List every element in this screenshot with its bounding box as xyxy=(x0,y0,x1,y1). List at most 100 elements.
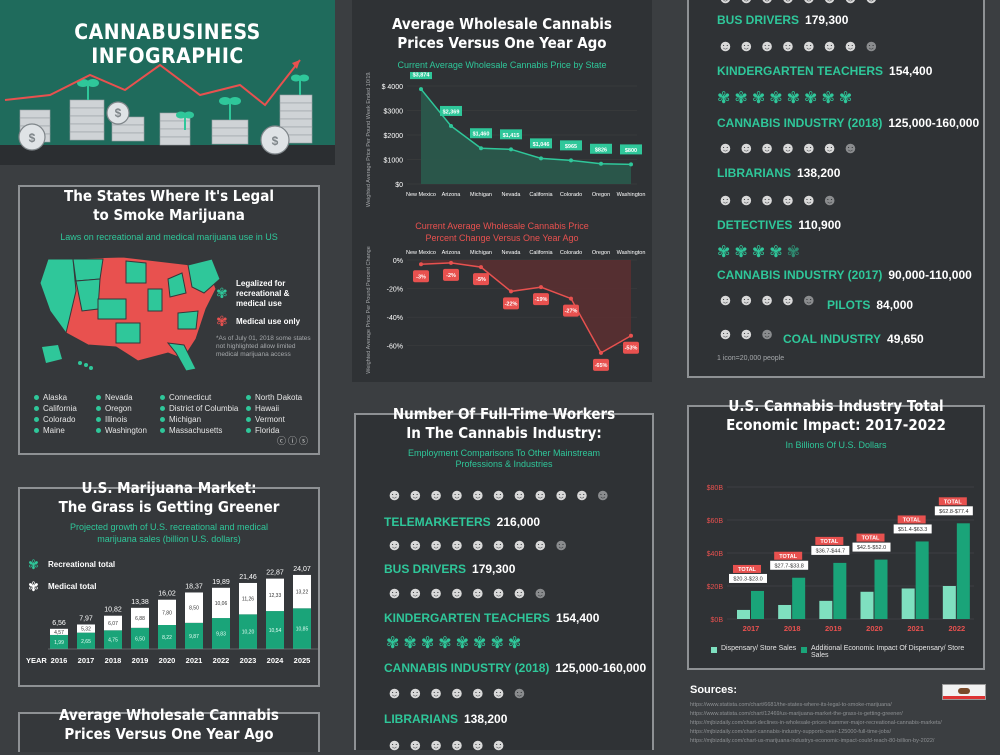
total-badge xyxy=(774,551,803,560)
source-line-3[interactable]: https://mjbizdaily.com/chart-declines-in… xyxy=(690,720,942,726)
pct-label: -53% xyxy=(625,346,638,352)
occ-kindergarten: KINDERGARTEN TEACHERS 154,400 xyxy=(384,611,600,625)
wholesale-chart2-title-2: Percent Change Versus One Year Ago xyxy=(425,233,579,243)
bar-label: 2,65 xyxy=(81,639,91,645)
range-box xyxy=(934,506,973,516)
total-label: 22,87 xyxy=(266,570,284,577)
bottom-left-title-1: Average Wholesale Cannabis xyxy=(59,706,279,724)
state-item: District of Columbia xyxy=(160,403,238,414)
market-title-1: U.S. Marijuana Market: xyxy=(81,479,257,497)
state-item: North Dakota xyxy=(246,392,302,403)
bar-label: 5,32 xyxy=(81,627,91,633)
svg-text:$: $ xyxy=(115,106,122,120)
bar-medical xyxy=(266,611,284,649)
bar-medical xyxy=(293,608,311,649)
x-tick: Oregon xyxy=(592,250,610,256)
x-tick: Arizona xyxy=(442,250,462,256)
librarians-icons: ☻☻☻☻☻☻☻ xyxy=(386,685,532,702)
bar-recreational xyxy=(239,582,257,615)
y-axis-label: Weighted Average Price Per Pound Percent… xyxy=(366,246,372,374)
pct-label: -3% xyxy=(416,274,426,280)
price-point xyxy=(449,123,453,128)
right-occ-bus-drivers: BUS DRIVERS 179,300 xyxy=(717,13,849,27)
price-point xyxy=(629,162,633,167)
pct-label: -65% xyxy=(595,363,608,369)
range-box xyxy=(729,573,767,583)
total-label: 6,56 xyxy=(52,620,66,627)
source-line-2[interactable]: https://www.statista.com/chart/12469/us-… xyxy=(690,711,903,717)
market-chart: YEAR 4,57 1,99 6,56 2016 5,32 2,65 7,97 2017 6,07… xyxy=(26,566,318,665)
bar-dispensary xyxy=(860,591,874,619)
pct-point xyxy=(599,350,603,355)
price-label: $965 xyxy=(565,144,577,150)
y-tick: $1000 xyxy=(384,158,404,165)
bar-recreational xyxy=(77,624,95,633)
right-footnote: 1 icon=20,000 people xyxy=(717,355,785,362)
y-tick: $3000 xyxy=(384,109,404,116)
legal-states-subtitle: Laws on recreational and medical marijua… xyxy=(60,232,278,242)
range-box xyxy=(770,560,809,570)
price-chart: $0 $1000 $2000 $3000 $ 4000 $3,874 New Mexico $… xyxy=(366,72,646,207)
y-tick: $60B xyxy=(707,518,724,525)
market-legend-rec: Recreational total xyxy=(48,560,116,569)
total-label: 21,46 xyxy=(239,574,257,581)
bar-label: 12,33 xyxy=(269,593,282,599)
wholesale-panel: Average Wholesale Cannabis Prices Versus… xyxy=(352,0,652,382)
right-occ-cannabis-2017: CANNABIS INDUSTRY (2017) 90,000-110,000 xyxy=(717,268,972,282)
price-label: $826 xyxy=(595,147,607,153)
state-item: Alaska xyxy=(34,392,77,403)
right-cannabis-2018-icons: ✾✾✾✾✾✾✾✾ xyxy=(717,90,857,107)
right-occ-cannabis-2018: CANNABIS INDUSTRY (2018) 125,000-160,000 xyxy=(717,116,980,130)
source-line-4[interactable]: https://mjbizdaily.com/chart-cannabis-in… xyxy=(690,729,892,735)
total-badge-label: TOTAL xyxy=(738,567,756,573)
y-tick: $ 4000 xyxy=(382,84,404,91)
bottom-left-panel: Average Wholesale Cannabis Prices Versus… xyxy=(18,706,320,752)
total-badge-label: TOTAL xyxy=(944,499,962,505)
impact-title-2: Economic Impact: 2017-2022 xyxy=(726,416,946,434)
share-icons[interactable]: ⓒⓘⓢ xyxy=(276,436,310,446)
bar-medical xyxy=(77,632,95,649)
market-legend-med: Medical total xyxy=(48,582,97,591)
x-tick: 2022 xyxy=(213,656,230,665)
price-line xyxy=(420,88,632,166)
x-tick: California xyxy=(529,192,553,198)
range-box xyxy=(893,524,932,534)
right-occ-librarians: LIBRARIANS 138,200 xyxy=(717,166,841,180)
total-badge-label: TOTAL xyxy=(779,554,797,560)
pct-tag xyxy=(473,273,489,286)
y-tick: $0B xyxy=(711,617,724,624)
bar-additional xyxy=(915,541,929,619)
impact-title-1: U.S. Cannabis Industry Total xyxy=(728,397,944,415)
occ-librarians: LIBRARIANS 138,200 xyxy=(384,712,508,726)
bar-label: 7,80 xyxy=(162,610,172,616)
bar-label: 10,85 xyxy=(296,627,309,633)
bar-label: 4,75 xyxy=(108,638,118,644)
legal-footnote: *As of July 01, 2018 some states not hig… xyxy=(216,335,311,358)
impact-legend-a-swatch xyxy=(711,647,717,653)
impact-chart: $0B $20B $40B $60B $80B TOTAL $20.3-$23.0 2017 T… xyxy=(707,485,974,633)
pct-chart: New Mexico Arizona Michigan Nevada Californi… xyxy=(366,246,645,374)
right-kindergarten-icons: ☻☻☻☻☻☻☻☻ xyxy=(717,38,884,55)
x-tick: 2016 xyxy=(51,656,68,665)
pct-area xyxy=(421,260,631,353)
range-label: $27.7-$33.8 xyxy=(774,563,803,569)
pct-tag xyxy=(443,268,459,281)
wholesale-chart2-title-1: Current Average Wholesale Cannabis Price xyxy=(415,221,589,231)
bar-additional xyxy=(874,559,888,619)
bar-dispensary xyxy=(901,588,915,619)
source-line-1[interactable]: https://www.statista.com/chart/6681/the-… xyxy=(690,702,892,708)
pct-tag xyxy=(593,358,609,371)
bar-medical xyxy=(104,630,122,649)
market-panel: U.S. Marijuana Market: The Grass is Gett… xyxy=(18,479,320,687)
workers-mid-panel: Number Of Full-Time Workers In The Canna… xyxy=(354,405,654,754)
states-col-4: North Dakota Hawaii Vermont Florida xyxy=(246,392,302,436)
bar-recreational xyxy=(266,578,284,612)
x-tick: Oregon xyxy=(592,192,610,198)
legend-med-label: Medical use only xyxy=(236,317,301,326)
source-line-5[interactable]: https://mjbizdaily.com/chart-us-marijuan… xyxy=(690,738,935,744)
state-item: Connecticut xyxy=(160,392,238,403)
y-tick: -60% xyxy=(387,344,403,351)
workers-subtitle-2: Professions & Industries xyxy=(455,459,553,469)
x-tick: Washington xyxy=(617,192,646,198)
